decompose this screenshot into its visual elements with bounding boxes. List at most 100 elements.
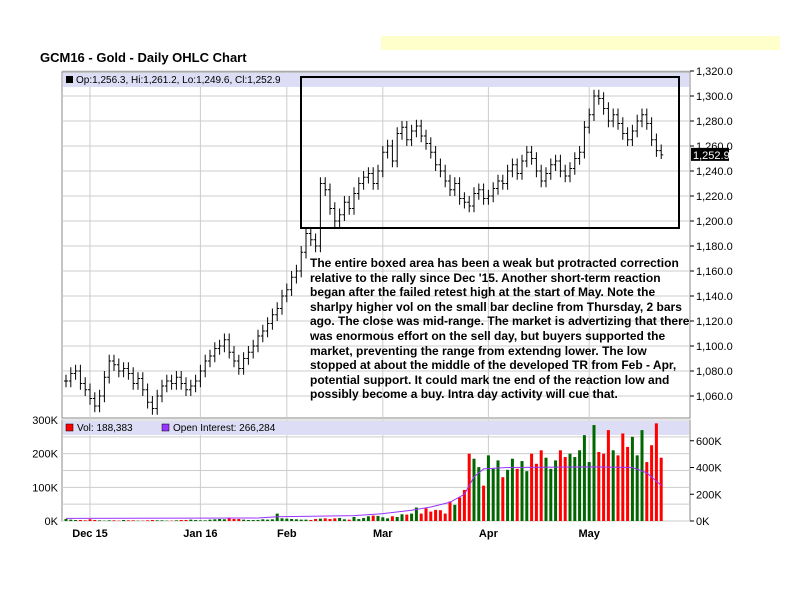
volume-bar — [467, 453, 471, 521]
volume-bar — [184, 519, 188, 521]
volume-bar — [491, 468, 495, 521]
volume-bar — [227, 517, 231, 521]
volume-bar — [381, 517, 385, 521]
volume-bar — [424, 508, 428, 521]
volume-bar — [443, 513, 447, 521]
volume-bar — [237, 518, 241, 521]
banner-strip — [381, 36, 780, 50]
volume-bar — [107, 520, 111, 521]
volume-bar — [611, 450, 615, 521]
range-box — [300, 76, 680, 229]
volume-bar — [587, 462, 591, 521]
volume-bar — [434, 509, 438, 521]
volume-bar — [414, 507, 418, 521]
volume-bar — [539, 450, 543, 521]
volume-bar — [568, 453, 572, 521]
volume-bar — [242, 519, 246, 521]
volume-bar — [549, 468, 553, 521]
volume-bar — [602, 453, 606, 521]
volume-bar — [338, 517, 342, 521]
volume-bar — [371, 515, 375, 521]
volume-bar — [366, 516, 370, 521]
oi-legend: Open Interest: 266,284 — [173, 423, 276, 434]
volume-legend-bg — [63, 421, 689, 435]
volume-bar — [386, 518, 390, 521]
volume-bar — [530, 453, 534, 521]
volume-bar — [616, 455, 620, 521]
volume-bar — [582, 435, 586, 521]
volume-bar — [251, 519, 255, 521]
volume-bar — [285, 518, 289, 521]
volume-bar — [640, 430, 644, 521]
volume-bar — [179, 519, 183, 521]
price-tick-label: 1,180.0 — [696, 241, 733, 253]
last-price-badge — [691, 147, 729, 161]
volume-bar — [218, 518, 222, 521]
volume-bar — [544, 457, 548, 521]
volume-bar — [438, 510, 442, 521]
volume-bar — [573, 457, 577, 521]
volume-bar — [659, 457, 663, 521]
price-panel — [61, 71, 691, 419]
volume-bar — [419, 513, 423, 521]
volume-bar — [155, 520, 159, 521]
volume-bar — [290, 518, 294, 521]
price-tick-label: 1,080.0 — [696, 366, 733, 378]
volume-bar — [261, 519, 265, 521]
volume-bar — [405, 514, 409, 521]
volume-bar — [131, 520, 135, 521]
volume-bar — [486, 455, 490, 521]
volume-tick-label: 100K — [32, 482, 58, 494]
volume-bar — [578, 450, 582, 521]
x-tick-label: May — [578, 528, 600, 540]
volume-bar — [453, 504, 457, 521]
volume-bar — [64, 518, 68, 521]
volume-bar — [122, 519, 126, 521]
volume-bar — [534, 463, 538, 521]
volume-bar — [270, 519, 274, 521]
volume-bar — [563, 457, 567, 521]
volume-bar — [246, 519, 250, 521]
volume-bar — [525, 471, 529, 521]
price-tick-label: 1,320.0 — [696, 66, 733, 78]
volume-bar — [606, 430, 610, 521]
price-tick-label: 1,200.0 — [696, 216, 733, 228]
volume-bar — [458, 497, 462, 521]
volume-swatch — [65, 423, 74, 432]
price-legend: Op:1,256.3, Hi:1,261.2, Lo:1,249.6, Cl:1… — [76, 75, 281, 86]
volume-bar — [472, 458, 476, 521]
x-tick-label: Mar — [373, 528, 393, 540]
x-tick-label: Dec 15 — [72, 528, 107, 540]
volume-bar — [280, 518, 284, 521]
volume-bar — [362, 517, 366, 521]
price-tick-label: 1,160.0 — [696, 266, 733, 278]
volume-bar — [304, 519, 308, 521]
volume-bar — [126, 520, 130, 521]
volume-bar — [266, 519, 270, 521]
oi-swatch — [161, 423, 170, 432]
volume-bar — [400, 514, 404, 521]
volume-bar — [198, 520, 202, 521]
volume-bar — [429, 511, 433, 521]
volume-bar — [635, 455, 639, 521]
volume-bar — [213, 519, 217, 521]
volume-bar — [630, 436, 634, 521]
volume-bar — [448, 501, 452, 521]
volume-bar — [98, 520, 102, 521]
volume-bar — [621, 433, 625, 521]
volume-bar — [654, 423, 658, 521]
oi-tick-label: 600K — [696, 436, 722, 448]
volume-bar — [554, 460, 558, 521]
volume-bar — [477, 467, 481, 521]
volume-bar — [208, 519, 212, 521]
legend-swatch — [66, 76, 73, 83]
volume-bar — [390, 516, 394, 521]
oi-tick-label: 400K — [696, 463, 722, 475]
x-tick-label: Jan 16 — [183, 528, 217, 540]
volume-bar — [515, 468, 519, 521]
volume-bar — [323, 518, 327, 521]
volume-bar — [69, 519, 73, 521]
volume-legend: Vol: 188,383 — [77, 423, 133, 434]
volume-bar — [318, 518, 322, 521]
